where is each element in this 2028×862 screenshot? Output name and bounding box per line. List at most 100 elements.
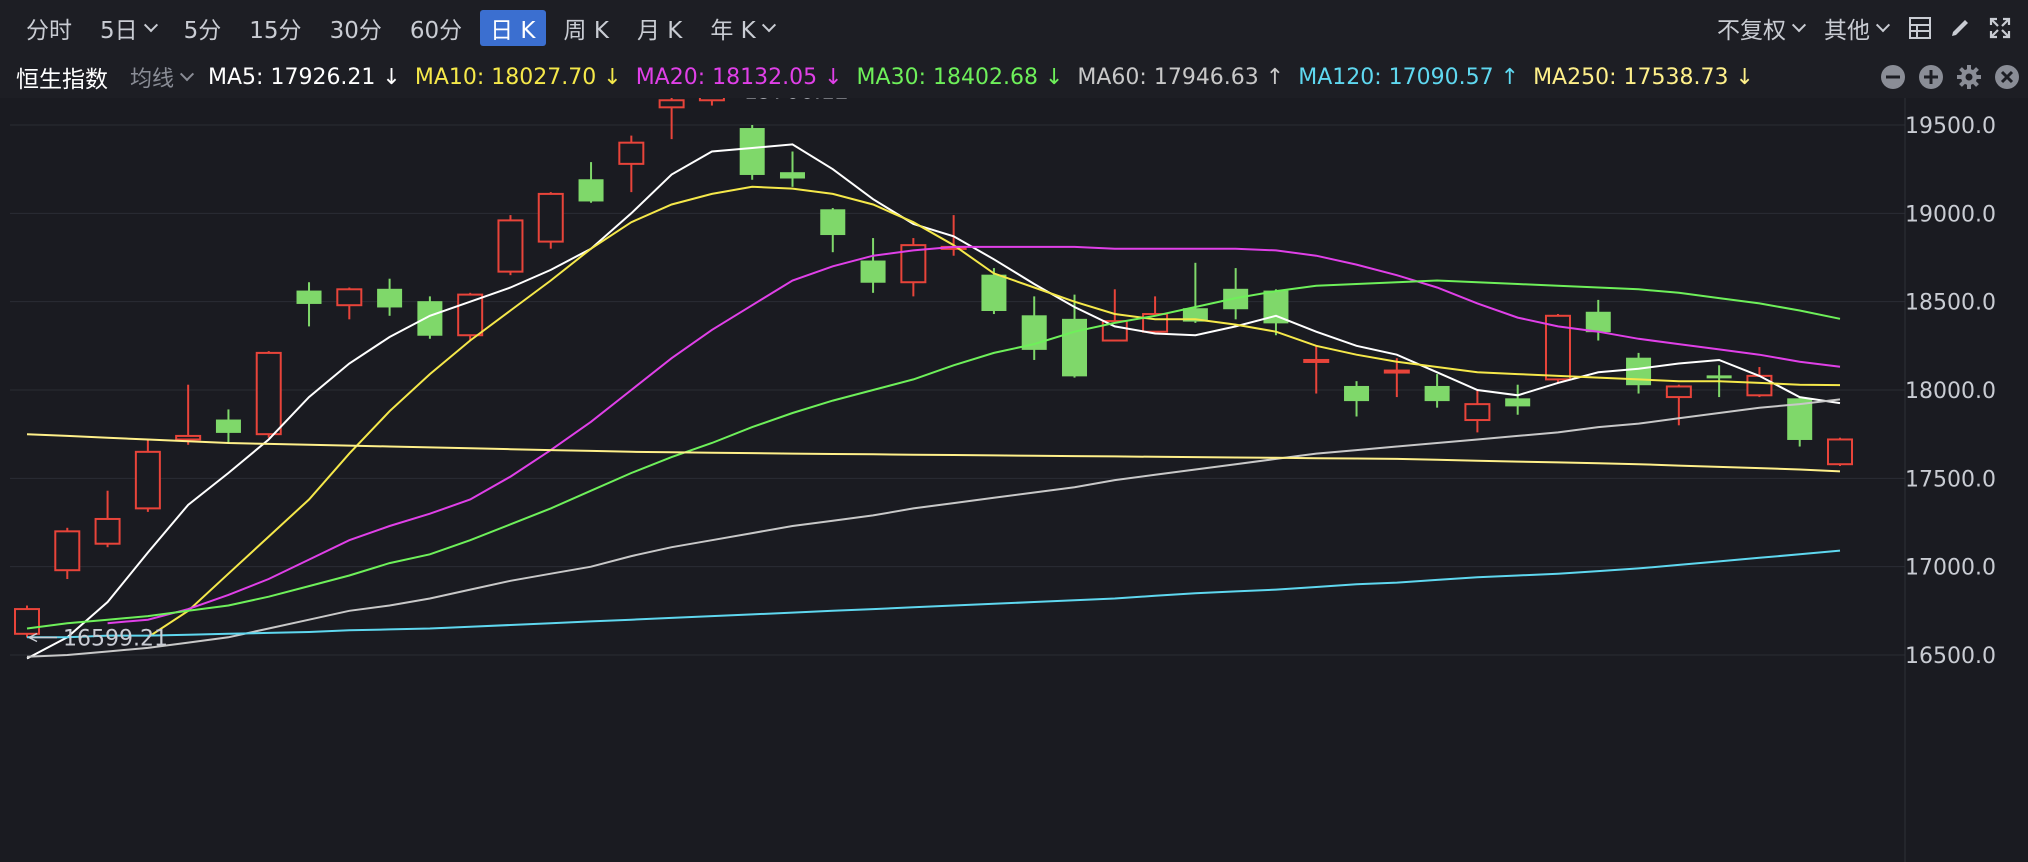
candle	[94, 490, 121, 548]
candle	[14, 605, 40, 638]
candle	[779, 151, 805, 187]
candle	[618, 135, 645, 193]
y-tick-label: 16500.0	[1905, 644, 1996, 669]
ma-value-4: MA60: 17946.63 ↑	[1077, 64, 1285, 90]
y-tick-label: 17000.0	[1905, 556, 1996, 581]
period-tab-label: 分时	[26, 18, 72, 44]
candle	[1101, 289, 1128, 342]
period-tab-2[interactable]: 5分	[174, 10, 232, 46]
candle	[497, 215, 524, 276]
adjust-dropdown[interactable]: 不复权	[1707, 10, 1814, 46]
candle-body	[336, 288, 363, 307]
candle-body	[1787, 398, 1813, 440]
candle	[1223, 268, 1249, 320]
arrow-icon	[28, 632, 57, 643]
minus-icon[interactable]	[1878, 62, 1908, 92]
candle-body	[1585, 311, 1611, 333]
chevron-down-icon	[761, 18, 776, 33]
candle-body	[1746, 374, 1773, 397]
candle-body	[618, 141, 645, 165]
close-icon[interactable]	[1992, 62, 2022, 92]
candle-body	[255, 351, 282, 436]
candle	[1383, 358, 1410, 398]
y-tick-label: 18000.0	[1905, 379, 1996, 404]
candle-body	[1505, 398, 1531, 407]
y-tick-label: 18500.0	[1905, 291, 1996, 316]
candle	[255, 351, 282, 438]
period-tab-9[interactable]: 年 K	[700, 10, 783, 46]
candle	[1062, 294, 1088, 378]
candle-body	[578, 179, 604, 202]
candle	[1424, 374, 1450, 408]
ma-value-3: MA30: 18402.68 ↓	[856, 64, 1064, 90]
period-toolbar: 分时 5日 5分 15分 30分 60分 日 K 周 K 月 K 年 K 不复权 其他	[0, 0, 2028, 56]
candle-body	[860, 260, 886, 283]
candle	[1303, 345, 1330, 394]
period-tab-0[interactable]: 分时	[16, 10, 82, 46]
period-tab-1[interactable]: 5日	[90, 10, 166, 46]
period-tab-label: 周 K	[563, 18, 609, 44]
candle-body	[215, 419, 241, 433]
other-dropdown[interactable]: 其他	[1814, 10, 1898, 46]
adjust-label: 不复权	[1717, 18, 1786, 44]
ma-items: MA5: 17926.21 ↓ MA10: 18027.70 ↓ MA20: 181…	[208, 65, 1768, 90]
candle	[537, 192, 564, 249]
candle	[1263, 289, 1289, 336]
period-tab-label: 月 K	[636, 18, 683, 44]
period-tab-4[interactable]: 30分	[320, 10, 392, 46]
candle	[377, 278, 403, 316]
candle	[860, 238, 886, 293]
candlestick-chart[interactable]: 19500.0 19000.0 18500.0 18000.0 17500.0 17000…	[0, 98, 2028, 862]
candle-body	[14, 608, 40, 635]
period-tab-5[interactable]: 60分	[400, 10, 472, 46]
candle	[739, 125, 765, 180]
layout-grid-icon[interactable]	[1902, 10, 1938, 46]
ma-value-5: MA120: 17090.57 ↑	[1298, 64, 1520, 90]
candle-body	[820, 209, 846, 236]
candle-body	[1062, 318, 1088, 377]
y-tick-label: 19500.0	[1905, 114, 1996, 139]
ma-line-ma120	[27, 549, 1841, 639]
candle	[698, 98, 725, 106]
ma-value-0: MA5: 17926.21 ↓	[208, 64, 401, 90]
candle	[658, 98, 685, 140]
ma-type-dropdown[interactable]: 均线	[130, 61, 195, 93]
other-label: 其他	[1824, 18, 1870, 44]
candle-body	[658, 99, 685, 109]
pen-icon[interactable]	[1942, 10, 1978, 46]
period-tab-8[interactable]: 月 K	[627, 10, 692, 46]
period-tab-7[interactable]: 周 K	[554, 10, 619, 46]
candle	[215, 409, 241, 443]
candle-body	[1665, 385, 1692, 399]
y-tick-label: 19000.0	[1905, 202, 1996, 227]
plus-icon[interactable]	[1916, 62, 1946, 92]
ma-line-ma10	[147, 185, 1841, 639]
candle-body	[296, 290, 322, 304]
period-tab-6[interactable]: 日 K	[480, 10, 546, 46]
candle-body	[698, 98, 725, 102]
candle-body	[497, 219, 524, 273]
ma-line-ma250	[26, 433, 1841, 473]
ma-value-6: MA250: 17538.73 ↓	[1533, 64, 1754, 90]
period-tab-label: 日 K	[490, 18, 536, 44]
period-tab-label: 5日	[100, 18, 138, 44]
gear-icon[interactable]	[1954, 62, 1984, 92]
high-label: 19706.12	[744, 98, 849, 105]
period-tab-3[interactable]: 15分	[239, 10, 311, 46]
index-name: 恒生指数	[16, 67, 108, 93]
candle-body	[1706, 375, 1732, 379]
period-tab-label: 15分	[249, 18, 302, 44]
candle-body	[175, 434, 202, 441]
candle-body	[537, 192, 564, 243]
candle	[1585, 299, 1611, 341]
candle-body	[1464, 403, 1491, 422]
chevron-down-icon	[143, 18, 158, 33]
candle-body	[1303, 358, 1330, 363]
chevron-down-icon	[179, 67, 195, 82]
fullscreen-icon[interactable]	[1982, 10, 2018, 46]
y-tick-label: 17500.0	[1905, 467, 1996, 492]
ma-line-ma30	[26, 279, 1841, 630]
candle-body	[739, 128, 765, 175]
candle-body	[1827, 438, 1853, 466]
candle-body	[377, 288, 403, 308]
